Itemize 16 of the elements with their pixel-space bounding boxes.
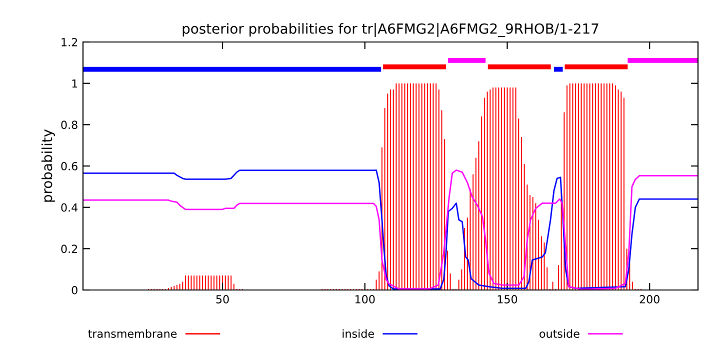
legend-label: transmembrane	[88, 329, 177, 338]
y-tick-label: 0.8	[61, 120, 78, 130]
legend-label: inside	[342, 329, 374, 338]
x-tick-label: 50	[216, 295, 229, 304]
y-tick-label: 0	[72, 286, 78, 294]
y-tick-label: 0.2	[61, 244, 78, 254]
x-tick-label: 150	[498, 295, 518, 304]
x-tick-label: 100	[355, 295, 375, 304]
x-tick-label: 200	[640, 295, 660, 304]
y-tick-label: 1.2	[62, 38, 78, 46]
chart-title: posterior probabilities for tr|A6FMG2|A6FMG2_9RHOB/1-217	[182, 23, 598, 37]
y-tick-label: 0.6	[61, 162, 78, 170]
legend-label: outside	[540, 329, 580, 338]
y-tick-label: 0.4	[61, 203, 78, 212]
y-tick-label: 1	[72, 79, 78, 88]
y-axis-title: probability	[41, 129, 55, 202]
